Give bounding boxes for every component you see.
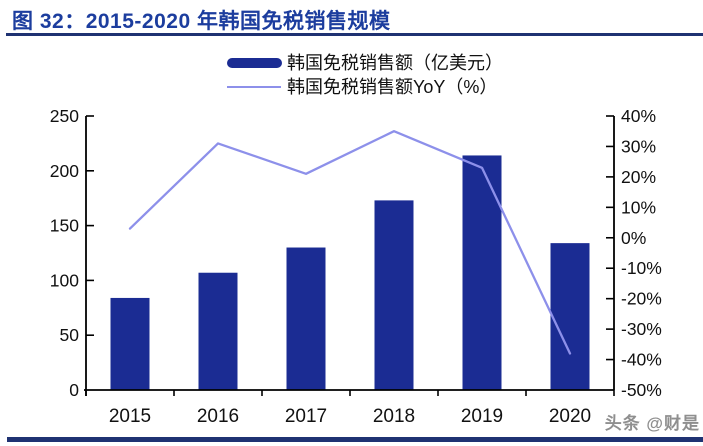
bar-2019 (462, 155, 502, 390)
bottom-accent-bar (7, 437, 703, 442)
y-left-tick-label: 0 (69, 380, 79, 400)
bar-series-swatch-icon (227, 58, 282, 68)
legend-line-label: 韩国免税销售额YoY（%） (287, 77, 498, 97)
y-right-tick-label: 40% (621, 106, 656, 126)
y-right-tick-label: -10% (621, 258, 662, 278)
chart-legend: 韩国免税销售额（亿美元） 韩国免税销售额YoY（%） (227, 53, 503, 97)
y-left-tick-label: 200 (50, 161, 79, 181)
y-left-tick-label: 100 (50, 270, 79, 290)
bar-2015 (110, 297, 150, 390)
x-tick-label: 2017 (285, 406, 327, 427)
bar-2018 (374, 200, 414, 390)
x-tick-label: 2020 (549, 406, 591, 427)
y-right-tick-label: 10% (621, 197, 656, 217)
x-tick-label: 2016 (197, 406, 239, 427)
y-right-tick-label: -50% (621, 380, 662, 400)
bar-2020 (550, 243, 590, 390)
y-left-tick-label: 50 (60, 325, 80, 345)
line-series-swatch-icon (227, 86, 281, 88)
y-left-tick-label: 250 (50, 106, 79, 126)
legend-item-line: 韩国免税销售额YoY（%） (227, 77, 503, 97)
title-underline (6, 33, 703, 36)
x-tick-label: 2019 (461, 406, 503, 427)
y-right-tick-label: 20% (621, 167, 656, 187)
x-tick-label: 2018 (373, 406, 415, 427)
figure-title: 图 32：2015-2020 年韩国免税销售规模 (12, 10, 391, 33)
watermark: 头条 @财是 (604, 414, 700, 433)
y-right-tick-label: -40% (621, 350, 662, 370)
y-right-tick-label: -20% (621, 289, 662, 309)
y-right-tick-label: -30% (621, 319, 662, 339)
legend-bar-label: 韩国免税销售额（亿美元） (287, 53, 503, 73)
legend-item-bar: 韩国免税销售额（亿美元） (227, 53, 503, 73)
yoy-line-series (128, 130, 572, 355)
bar-2016 (198, 272, 238, 390)
y-left-tick-label: 150 (50, 216, 79, 236)
y-right-tick-label: 0% (621, 228, 646, 248)
x-tick-label: 2015 (109, 406, 151, 427)
y-right-tick-label: 30% (621, 136, 656, 156)
bar-2017 (286, 247, 326, 390)
